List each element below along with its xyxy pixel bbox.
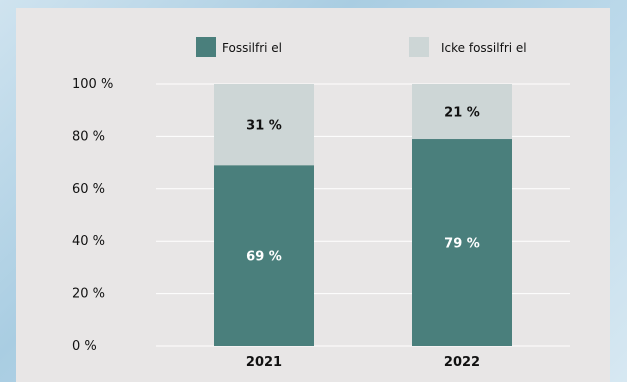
legend-label: Icke fossilfri el — [441, 41, 527, 55]
bar-segment — [214, 165, 314, 346]
bar-segment — [214, 84, 314, 166]
legend-label: Fossilfri el — [222, 41, 282, 55]
legend-swatch — [409, 37, 429, 57]
x-category-label: 2022 — [444, 355, 480, 370]
legend-swatch — [196, 37, 216, 57]
x-category-label: 2021 — [246, 355, 282, 370]
y-tick-label: 80 % — [72, 129, 105, 144]
y-tick-label: 40 % — [72, 234, 105, 249]
y-tick-label: 60 % — [72, 182, 105, 197]
y-tick-label: 0 % — [72, 339, 97, 354]
data-label: 79 % — [444, 237, 480, 252]
chart-panel: 0 % 20 % 40 % 60 % 80 % 100 % 69 % 31 % 2021 79 %… — [16, 8, 610, 382]
bar-segment — [412, 84, 512, 140]
data-label: 69 % — [246, 250, 282, 265]
bar-segment — [412, 139, 512, 346]
y-tick-label: 20 % — [72, 287, 105, 302]
data-label: 31 % — [246, 119, 282, 134]
stacked-bar-chart: 0 % 20 % 40 % 60 % 80 % 100 % 69 % 31 % 2021 79 %… — [72, 37, 570, 370]
y-tick-label: 100 % — [72, 77, 113, 92]
data-label: 21 % — [444, 106, 480, 121]
